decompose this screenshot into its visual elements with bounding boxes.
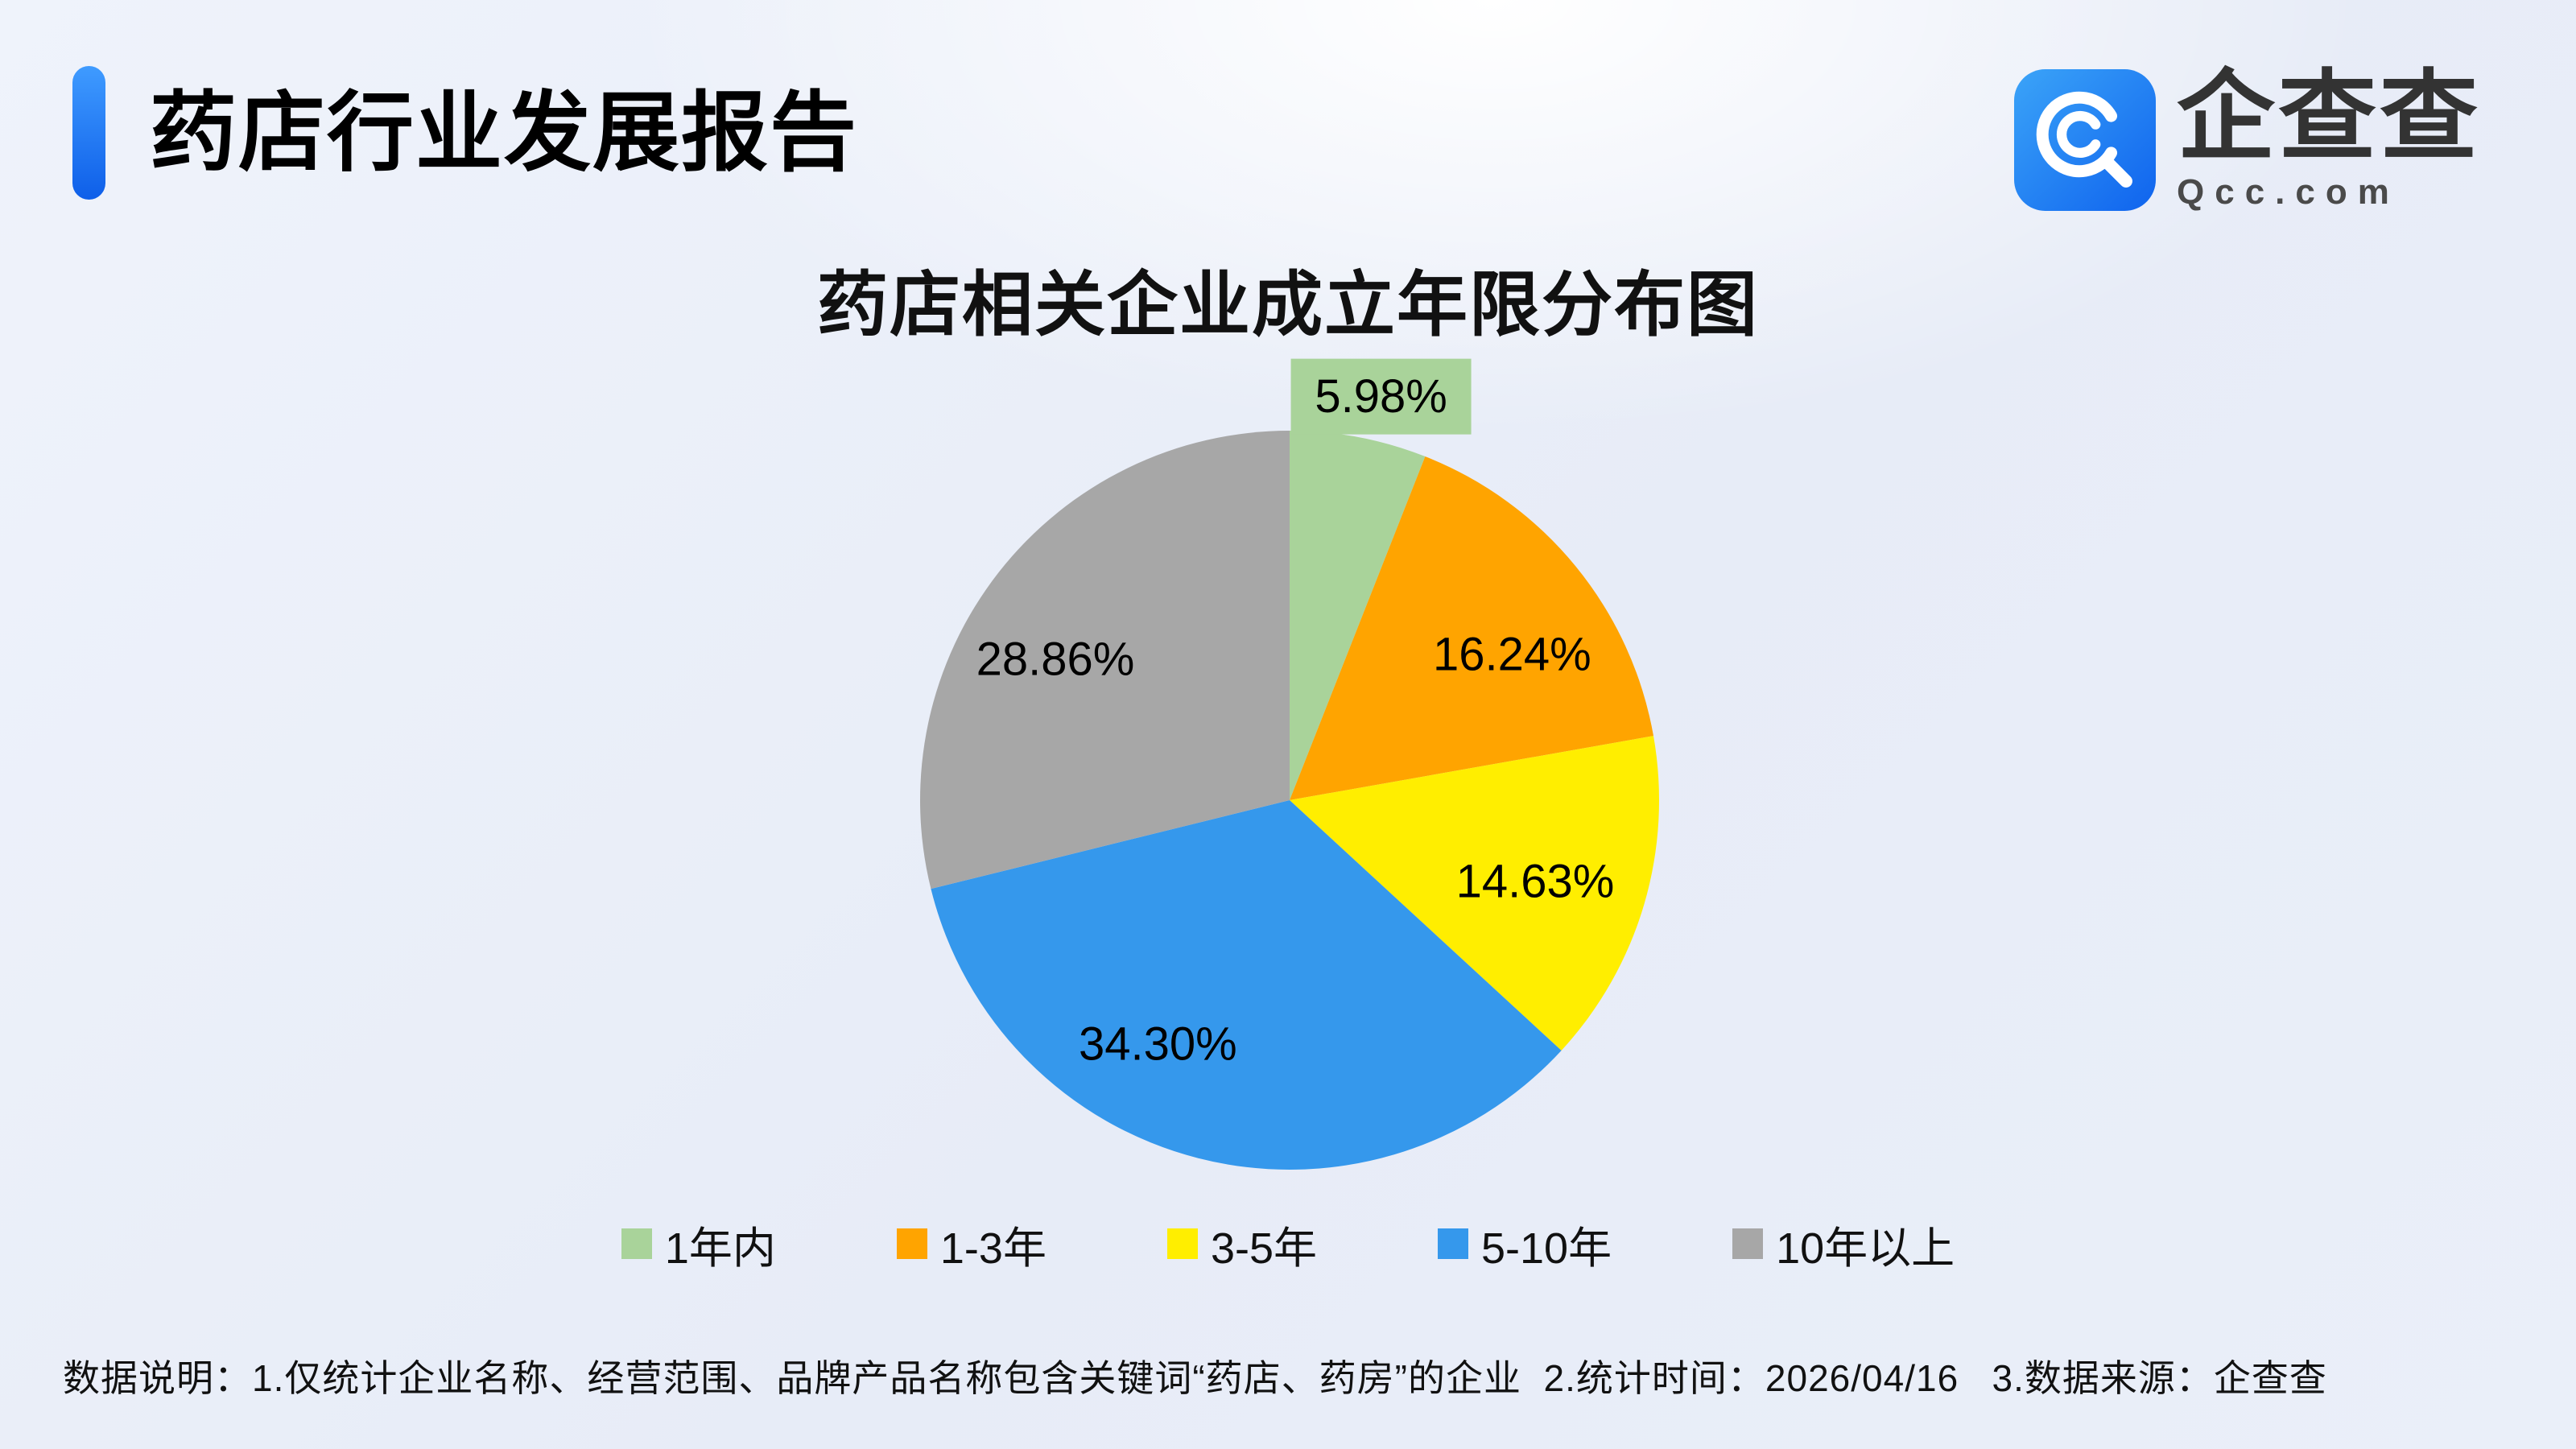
legend-label: 5-10年 [1480,1224,1612,1273]
pie-slice-1年内 [1290,431,1426,800]
slice-label-10年以上: 28.86% [976,633,1135,685]
brand-domain: Qcc.com [2177,172,2400,212]
title-accent-bar [72,66,105,200]
pie-slice-3-5年 [1290,736,1659,1051]
legend-label: 1-3年 [939,1224,1046,1273]
legend-label: 1年内 [664,1224,776,1273]
legend-swatch [896,1228,927,1259]
brand-logo: 企查查 Qcc.com [2014,68,2481,213]
slice-label-5-10年: 34.30% [1079,1018,1237,1070]
footnote: 数据说明：1.仅统计企业名称、经营范围、品牌产品名称包含关键词“药店、药房”的企… [63,1357,2327,1399]
slice-label-3-5年: 14.63% [1456,855,1615,907]
slice-label-1年内: 5.98% [1315,370,1447,423]
pie-slice-5-10年 [931,800,1562,1170]
legend-item-1年内: 1年内 [621,1212,776,1276]
chart-title: 药店相关企业成立年限分布图 [816,265,1759,345]
report-title: 药店行业发展报告 [150,84,859,181]
legend-swatch [621,1228,652,1259]
pie-slice-1-3年 [1290,456,1654,800]
qcc-logo-icon [2014,69,2156,211]
legend-item-5-10年: 5-10年 [1437,1212,1612,1276]
legend-swatch [1732,1228,1764,1259]
slice-callout-box [1290,358,1472,435]
brand-text: 企查查 Qcc.com [2177,68,2481,213]
slice-label-1-3年: 16.24% [1433,628,1591,680]
pie-slice-10年以上 [919,431,1290,890]
legend-item-10年以上: 10年以上 [1732,1212,1955,1276]
chart-legend: 1年内 1-3年 3-5年 5-10年 10年以上 [0,1208,2576,1280]
brand-name: 企查查 [2177,62,2481,171]
legend-swatch [1166,1228,1198,1259]
legend-item-3-5年: 3-5年 [1166,1212,1317,1276]
legend-swatch [1437,1228,1468,1259]
legend-item-1-3年: 1-3年 [896,1212,1046,1276]
legend-label: 3-5年 [1210,1224,1317,1273]
legend-label: 10年以上 [1776,1224,1955,1273]
